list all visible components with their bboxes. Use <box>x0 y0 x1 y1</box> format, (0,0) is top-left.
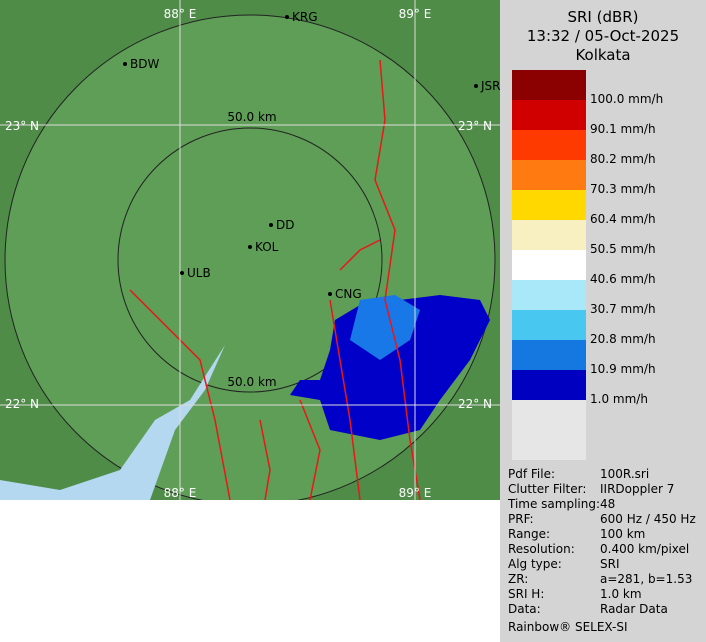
site-name: Kolkata <box>575 46 631 64</box>
map-label: KOL <box>255 240 279 254</box>
rain-echo <box>290 295 490 440</box>
map-label: 22° N <box>5 397 39 411</box>
info-key: Alg type: <box>508 557 562 571</box>
info-key: Range: <box>508 527 551 541</box>
city-dot <box>328 292 332 296</box>
grid <box>0 0 500 500</box>
rain-echo <box>350 295 420 360</box>
legend-label: 40.6 mm/h <box>590 272 656 286</box>
info-row: SRI H: 1.0 km <box>508 587 642 601</box>
footer: Rainbow® SELEX-SI <box>508 620 628 634</box>
rivers <box>129 59 421 500</box>
legend-label: 50.5 mm/h <box>590 242 656 256</box>
legend-label: 30.7 mm/h <box>590 302 656 316</box>
map-label: 88° E <box>164 486 197 500</box>
city-dot <box>123 62 127 66</box>
legend-label: 10.9 mm/h <box>590 362 656 376</box>
map-label: 23° N <box>458 119 492 133</box>
info-value: Radar Data <box>600 602 668 616</box>
inner-ring <box>117 127 383 393</box>
map-label: BDW <box>130 57 159 71</box>
legend-label: 1.0 mm/h <box>590 392 648 406</box>
info-value: 100R.sri <box>600 467 650 481</box>
radar-map: 88° E 89° E 23° N 23° N 22° N 22° N 88° E 89° E… <box>0 0 500 500</box>
legend-swatch <box>512 100 586 130</box>
info-row: ZR: a=281, b=1.53 <box>508 572 692 586</box>
map-label: 50.0 km <box>227 110 276 124</box>
legend-label: 100.0 mm/h <box>590 92 664 106</box>
info-key: SRI H: <box>508 587 545 601</box>
map-label: 23° N <box>5 119 39 133</box>
map-label: CNG <box>335 287 362 301</box>
map-label: ULB <box>187 266 211 280</box>
info-key: Resolution: <box>508 542 575 556</box>
info-key: ZR: <box>508 572 529 586</box>
info-row: Time sampling: 48 <box>508 497 615 511</box>
info-value: a=281, b=1.53 <box>600 572 693 586</box>
city-dot <box>269 223 273 227</box>
legend-swatch <box>512 190 586 220</box>
info-key: Clutter Filter: <box>508 482 587 496</box>
map-label: JSR <box>480 79 500 93</box>
map-label: 89° E <box>399 486 432 500</box>
info-row: Pdf File: 100R.sri <box>508 467 649 481</box>
title: SRI (dBR) <box>567 8 639 26</box>
info-row: Resolution: 0.400 km/pixel <box>508 542 689 556</box>
map-label: 88° E <box>164 7 197 21</box>
legend-swatch <box>512 70 586 100</box>
city-dot <box>180 271 184 275</box>
map-label: 50.0 km <box>227 375 276 389</box>
legend-swatch <box>512 160 586 190</box>
info-value: 1.0 km <box>600 587 642 601</box>
legend-swatch <box>512 280 586 310</box>
legend-swatch <box>512 310 586 340</box>
info-row: Clutter Filter: IIRDoppler 7 <box>508 482 674 496</box>
city-dot <box>285 15 289 19</box>
info-row: PRF: 600 Hz / 450 Hz <box>508 512 696 526</box>
info-value: SRI <box>600 557 620 571</box>
legend-label: 80.2 mm/h <box>590 152 656 166</box>
info-value: 600 Hz / 450 Hz <box>600 512 696 526</box>
info-value: 0.400 km/pixel <box>600 542 690 556</box>
legend-label: 60.4 mm/h <box>590 212 656 226</box>
info-row: Range: 100 km <box>508 527 645 541</box>
info-value: 48 <box>600 497 616 511</box>
info-key: PRF: <box>508 512 534 526</box>
legend-swatch <box>512 250 586 280</box>
legend-swatch <box>512 220 586 250</box>
timestamp: 13:32 / 05-Oct-2025 <box>526 27 680 45</box>
legend-label: 70.3 mm/h <box>590 182 656 196</box>
info-key: Time sampling: <box>508 497 601 511</box>
info-row: Data: Radar Data <box>508 602 668 616</box>
map-label: KRG <box>292 10 318 24</box>
info-value: 100 km <box>600 527 646 541</box>
info-key: Pdf File: <box>508 467 556 481</box>
legend-swatch <box>512 340 586 370</box>
map-label: 22° N <box>458 397 492 411</box>
info-value: IIRDoppler 7 <box>600 482 675 496</box>
legend-label: 90.1 mm/h <box>590 122 656 136</box>
city-dot <box>248 245 252 249</box>
info-key: Data: <box>508 602 541 616</box>
legend-swatch <box>512 130 586 160</box>
legend-swatch <box>512 370 586 400</box>
map-label: DD <box>276 218 294 232</box>
map-label: 89° E <box>399 7 432 21</box>
city-dot <box>474 84 478 88</box>
info-panel: SRI (dBR) 13:32 / 05-Oct-2025 Kolkata Ra… <box>500 0 706 642</box>
legend-swatch <box>512 400 586 460</box>
info-row: Alg type: SRI <box>508 557 620 571</box>
legend-label: 20.8 mm/h <box>590 332 656 346</box>
